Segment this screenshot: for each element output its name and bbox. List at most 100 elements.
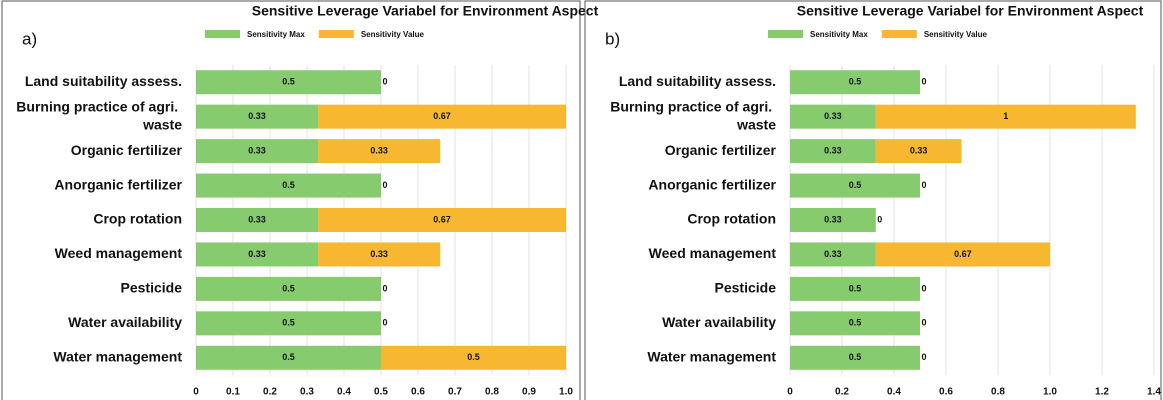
data-label: 0.33 (824, 111, 842, 121)
data-label: 0.33 (248, 145, 266, 155)
data-label: 0 (921, 283, 926, 293)
x-tick-label: 0.8 (485, 387, 499, 398)
data-label: 0 (921, 77, 926, 87)
y-tick-label: Weed management (649, 245, 777, 261)
data-label: 0.5 (282, 318, 295, 328)
y-tick-label: Pesticide (121, 280, 183, 296)
data-label: 0.5 (467, 352, 480, 362)
data-label: 1 (1003, 111, 1008, 121)
y-tick-label: Pesticide (715, 280, 777, 296)
data-label: 0 (921, 352, 926, 362)
legend-swatch (205, 30, 240, 38)
legend-label: Sensitivity Max (810, 30, 868, 39)
x-tick-label: 1.2 (1095, 387, 1109, 398)
chart-title: Sensitive Leverage Variabel for Environm… (252, 3, 599, 19)
bar-segment (196, 242, 319, 267)
data-label: 0 (921, 318, 926, 328)
bar-segment (790, 311, 920, 336)
y-tick-label: Burning practice of agri. waste (610, 98, 776, 132)
y-tick-label: Anorganic fertilizer (54, 176, 182, 192)
y-tick-label: Water management (53, 348, 182, 364)
x-tick-label: 0.6 (411, 387, 425, 398)
y-tick-label: Water availability (662, 314, 776, 330)
chart-title: Sensitive Leverage Variabel for Environm… (797, 3, 1144, 19)
data-label: 0.5 (849, 283, 862, 293)
legend-swatch (318, 30, 354, 38)
y-tick-label: Water availability (68, 314, 182, 330)
bar-segment (790, 276, 920, 301)
data-label: 0.67 (433, 111, 451, 121)
data-label: 0.33 (824, 145, 842, 155)
x-tick-label: 1.4 (1147, 387, 1161, 398)
x-tick-label: 0.4 (337, 387, 351, 398)
y-tick-label: Crop rotation (687, 211, 776, 227)
legend-swatch (881, 30, 917, 38)
bar-segment (196, 276, 381, 301)
x-tick-label: 0.2 (835, 387, 849, 398)
data-label: 0 (382, 180, 387, 190)
data-label: 0.5 (849, 318, 862, 328)
bar-segment (318, 139, 441, 164)
x-tick-label: 0.6 (939, 387, 953, 398)
bar-segment (196, 70, 381, 95)
x-tick-label: 0.5 (374, 387, 388, 398)
bar-segment (790, 208, 876, 232)
data-label: 0.33 (248, 249, 266, 259)
data-label: 0.5 (849, 180, 862, 190)
x-tick-label: 0.3 (300, 387, 314, 398)
y-tick-label: Organic fertilizer (665, 142, 777, 158)
data-label: 0.33 (910, 145, 928, 155)
bar-segment (196, 139, 319, 164)
bar-segment (196, 208, 319, 232)
data-label: 0 (382, 283, 387, 293)
y-tick-label: Land suitability assess. (619, 73, 776, 89)
y-tick-label: Water management (647, 348, 776, 364)
x-tick-label: 1.0 (559, 387, 573, 398)
bar-segment (318, 208, 566, 232)
panel-label: a) (22, 29, 37, 48)
x-tick-label: 0.7 (448, 387, 462, 398)
data-label: 0.33 (370, 249, 388, 259)
bar-segment (790, 242, 876, 267)
x-tick-label: 1.0 (1043, 387, 1057, 398)
x-tick-label: 0.8 (991, 387, 1005, 398)
y-tick-label: Crop rotation (93, 211, 182, 227)
data-label: 0.67 (433, 214, 451, 224)
bar-segment (196, 311, 381, 336)
y-tick-label: Anorganic fertilizer (648, 176, 776, 192)
data-label: 0.33 (824, 249, 842, 259)
legend-label: Sensitivity Value (361, 30, 425, 39)
data-label: 0 (382, 318, 387, 328)
bar-segment (196, 173, 381, 198)
x-tick-label: 0 (787, 387, 793, 398)
data-label: 0.67 (954, 249, 972, 259)
legend-label: Sensitivity Max (247, 30, 305, 39)
data-label: 0.5 (282, 180, 295, 190)
bar-segment (790, 345, 920, 370)
bar-segment (381, 345, 566, 370)
data-label: 0.33 (370, 145, 388, 155)
bar-segment (318, 242, 441, 267)
data-label: 0.5 (282, 283, 295, 293)
bar-segment (790, 173, 920, 198)
data-label: 0.33 (248, 214, 266, 224)
y-tick-label: Land suitability assess. (25, 73, 182, 89)
data-label: 0.33 (248, 111, 266, 121)
x-tick-label: 0.9 (522, 387, 536, 398)
data-label: 0.33 (824, 214, 842, 224)
legend-label: Sensitivity Value (924, 30, 988, 39)
panel-label: b) (605, 29, 620, 48)
bar-segment (790, 104, 876, 129)
data-label: 0 (877, 214, 882, 224)
y-tick-label: Burning practice of agri. waste (16, 98, 182, 132)
bar-segment (790, 139, 876, 164)
bar-segment (790, 70, 920, 95)
y-tick-label: Weed management (55, 245, 183, 261)
bar-segment (318, 104, 566, 129)
data-label: 0 (382, 77, 387, 87)
data-label: 0.5 (849, 352, 862, 362)
panel-frame (1, 0, 581, 400)
data-label: 0.5 (849, 77, 862, 87)
x-tick-label: 0.4 (887, 387, 901, 398)
y-tick-label: Organic fertilizer (71, 142, 183, 158)
